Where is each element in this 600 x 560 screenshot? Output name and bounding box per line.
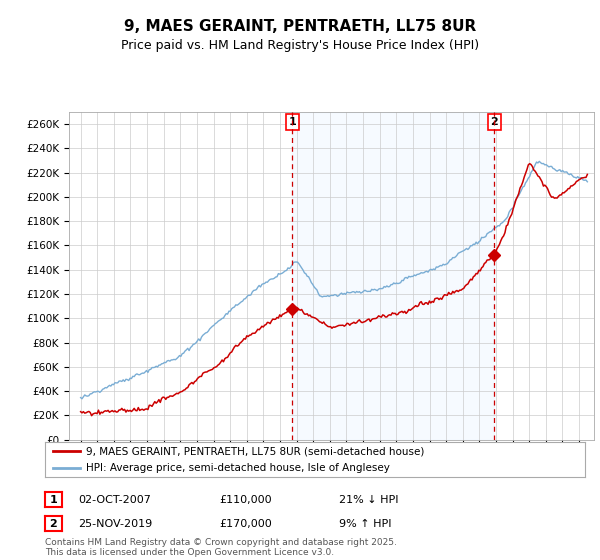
Text: 25-NOV-2019: 25-NOV-2019 [78, 519, 152, 529]
Bar [292, 112, 494, 440]
Text: £170,000: £170,000 [219, 519, 272, 529]
Text: 9% ↑ HPI: 9% ↑ HPI [339, 519, 391, 529]
Text: 2: 2 [50, 519, 57, 529]
Text: 9, MAES GERAINT, PENTRAETH, LL75 8UR (semi-detached house): 9, MAES GERAINT, PENTRAETH, LL75 8UR (se… [86, 446, 424, 456]
Text: 21% ↓ HPI: 21% ↓ HPI [339, 494, 398, 505]
Text: 02-OCT-2007: 02-OCT-2007 [78, 494, 151, 505]
Text: Contains HM Land Registry data © Crown copyright and database right 2025.
This d: Contains HM Land Registry data © Crown c… [45, 538, 397, 557]
Text: 9, MAES GERAINT, PENTRAETH, LL75 8UR: 9, MAES GERAINT, PENTRAETH, LL75 8UR [124, 20, 476, 34]
Text: 1: 1 [289, 117, 296, 127]
Text: 1: 1 [50, 494, 57, 505]
Text: £110,000: £110,000 [219, 494, 272, 505]
Text: Price paid vs. HM Land Registry's House Price Index (HPI): Price paid vs. HM Land Registry's House … [121, 39, 479, 53]
Text: HPI: Average price, semi-detached house, Isle of Anglesey: HPI: Average price, semi-detached house,… [86, 463, 389, 473]
Text: 2: 2 [490, 117, 498, 127]
